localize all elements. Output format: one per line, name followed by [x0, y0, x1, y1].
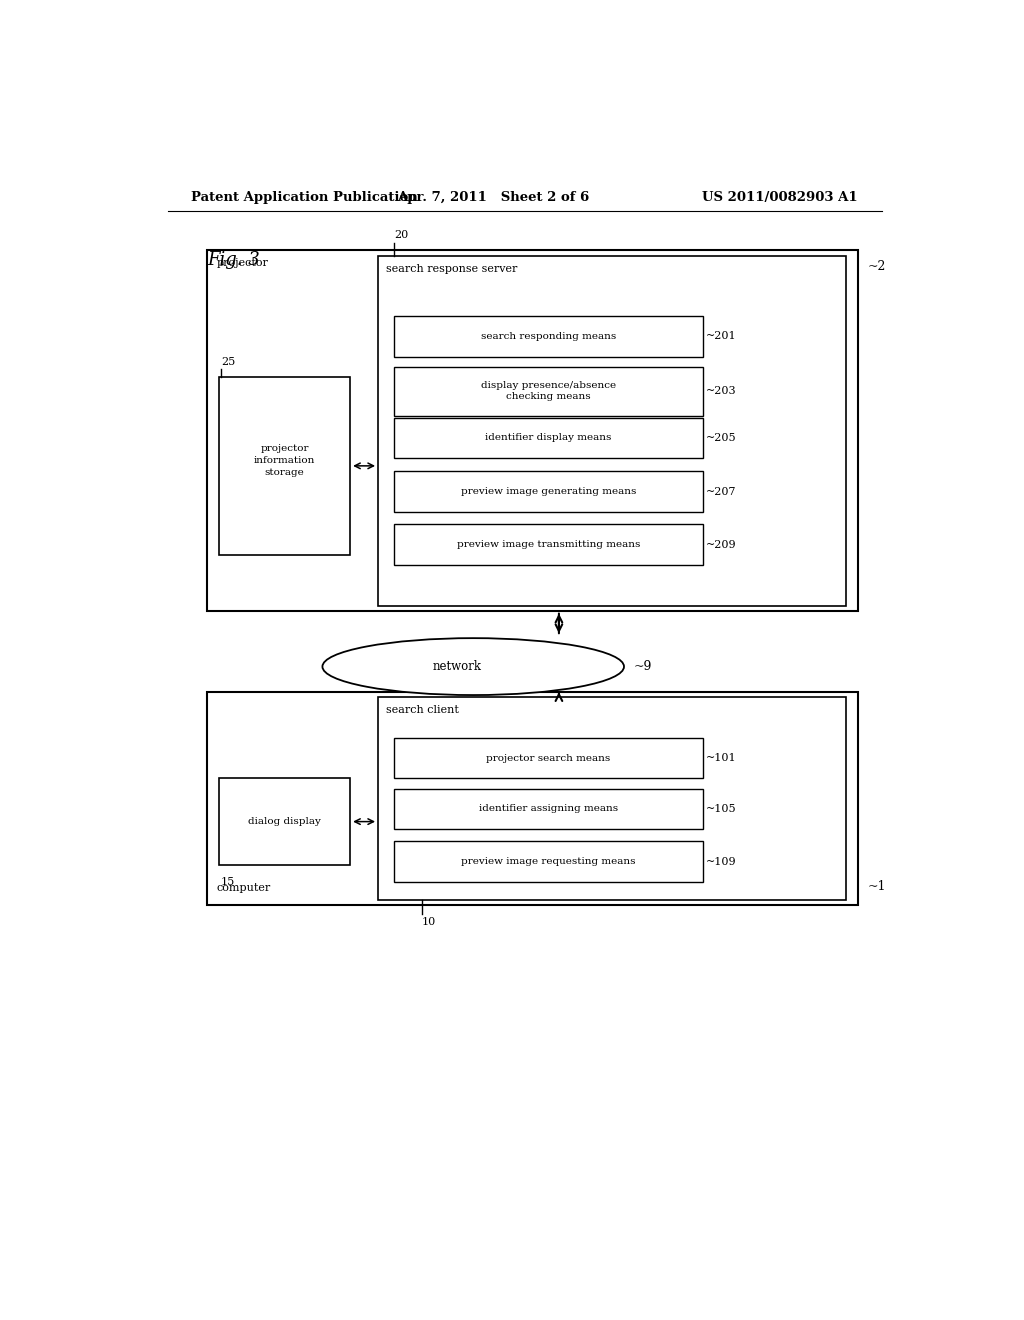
Text: identifier assigning means: identifier assigning means	[479, 804, 618, 813]
FancyBboxPatch shape	[394, 315, 703, 356]
FancyBboxPatch shape	[394, 788, 703, 829]
Text: 10: 10	[422, 916, 436, 927]
Text: ~207: ~207	[706, 487, 736, 496]
Text: ~209: ~209	[706, 540, 736, 549]
Text: 20: 20	[394, 230, 409, 240]
FancyBboxPatch shape	[207, 692, 858, 906]
Text: ~203: ~203	[706, 387, 736, 396]
FancyBboxPatch shape	[207, 249, 858, 611]
Text: dialog display: dialog display	[248, 817, 322, 826]
Text: preview image transmitting means: preview image transmitting means	[457, 540, 640, 549]
Text: Apr. 7, 2011   Sheet 2 of 6: Apr. 7, 2011 Sheet 2 of 6	[397, 190, 589, 203]
Text: projector search means: projector search means	[486, 754, 610, 763]
Text: ~105: ~105	[706, 804, 736, 814]
FancyBboxPatch shape	[394, 417, 703, 458]
Text: preview image generating means: preview image generating means	[461, 487, 636, 496]
Text: search client: search client	[386, 705, 459, 715]
Text: preview image requesting means: preview image requesting means	[462, 857, 636, 866]
FancyBboxPatch shape	[394, 367, 703, 416]
FancyBboxPatch shape	[394, 738, 703, 779]
FancyBboxPatch shape	[378, 697, 846, 900]
FancyBboxPatch shape	[378, 256, 846, 606]
Text: ~201: ~201	[706, 331, 736, 342]
Text: ~1: ~1	[867, 880, 886, 894]
Text: display presence/absence
checking means: display presence/absence checking means	[481, 381, 616, 401]
Text: ~205: ~205	[706, 433, 736, 444]
FancyBboxPatch shape	[394, 471, 703, 512]
Text: computer: computer	[217, 883, 271, 894]
FancyBboxPatch shape	[394, 524, 703, 565]
Text: projector
information
storage: projector information storage	[254, 445, 315, 477]
Text: Patent Application Publication: Patent Application Publication	[191, 190, 418, 203]
Text: ~2: ~2	[867, 260, 886, 273]
Text: US 2011/0082903 A1: US 2011/0082903 A1	[702, 190, 858, 203]
Text: 15: 15	[221, 876, 236, 887]
FancyBboxPatch shape	[219, 779, 350, 865]
Text: network: network	[433, 660, 482, 673]
Text: search responding means: search responding means	[481, 331, 616, 341]
Text: ~101: ~101	[706, 754, 736, 763]
Ellipse shape	[323, 638, 624, 696]
Text: 25: 25	[221, 356, 236, 367]
FancyBboxPatch shape	[394, 841, 703, 882]
Text: identifier display means: identifier display means	[485, 433, 611, 442]
Text: ~9: ~9	[634, 660, 652, 673]
Text: Fig. 3: Fig. 3	[207, 251, 260, 269]
Text: search response server: search response server	[386, 264, 517, 275]
Text: projector: projector	[217, 257, 268, 268]
Text: ~109: ~109	[706, 857, 736, 867]
FancyBboxPatch shape	[219, 378, 350, 554]
